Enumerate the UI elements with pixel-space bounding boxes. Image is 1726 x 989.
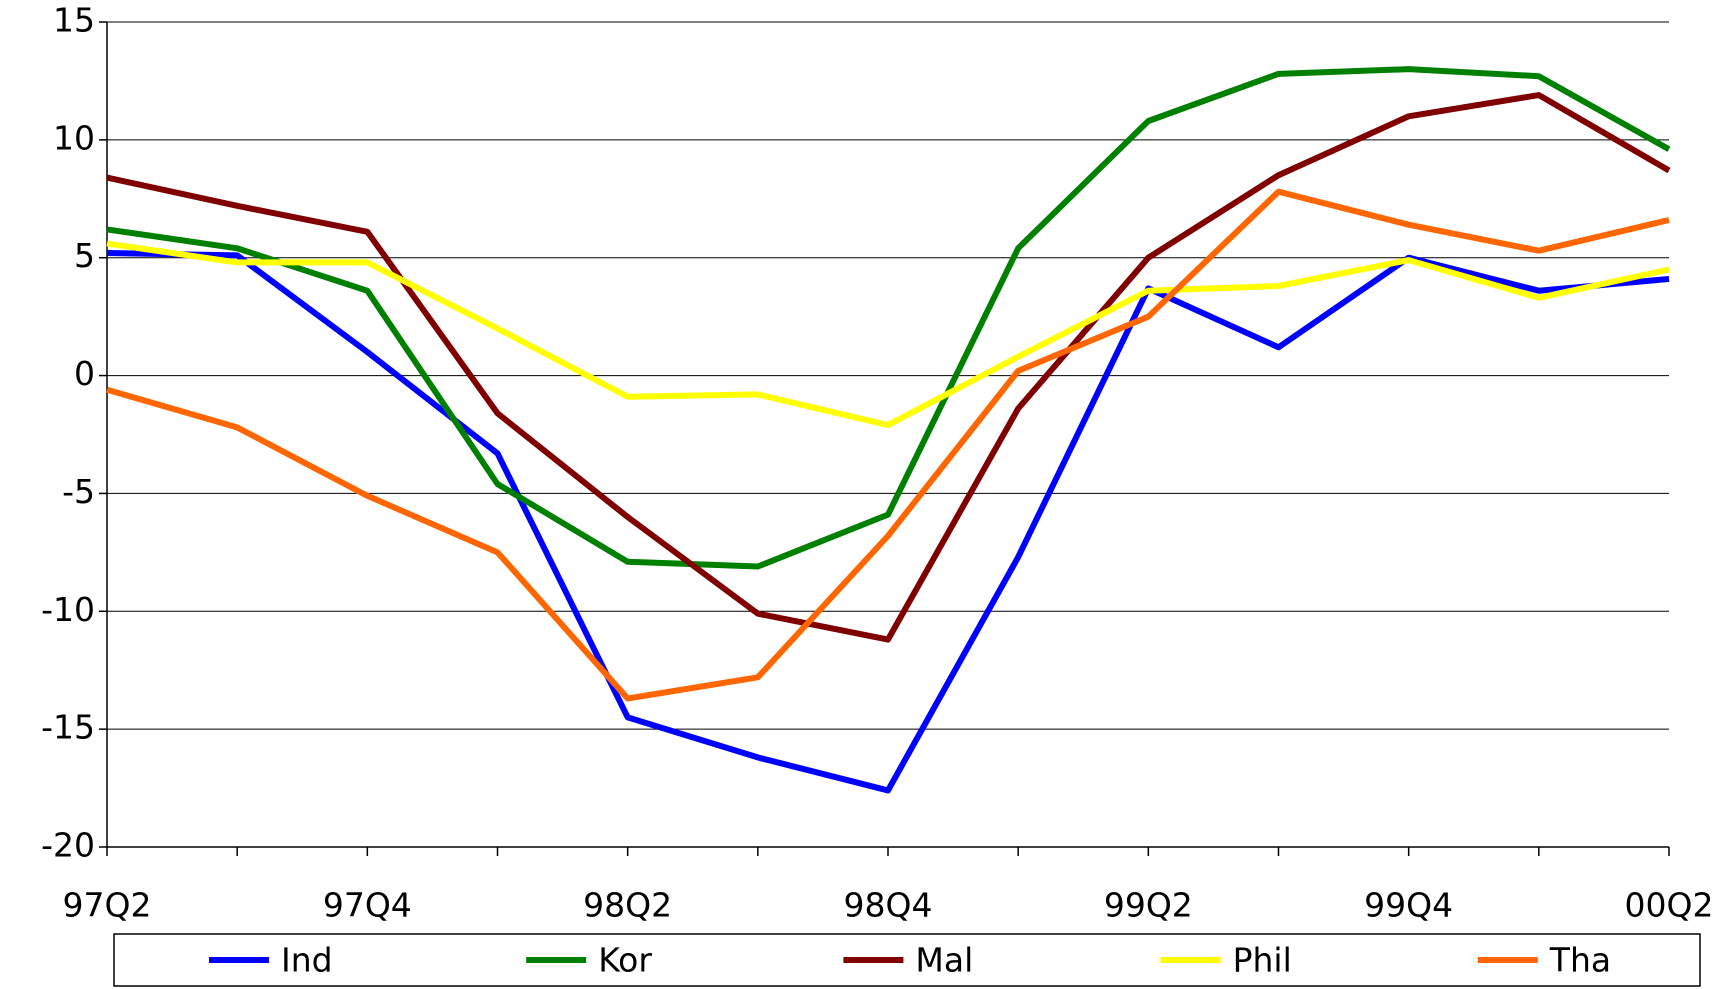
legend-box: [113, 933, 1701, 987]
x-tick-label: 98Q4: [844, 886, 933, 925]
series-line: [106, 250, 1670, 794]
y-tick-label: -5: [62, 472, 95, 511]
y-tick-label: -10: [41, 590, 95, 629]
series-line: [106, 188, 1670, 702]
y-tick-label: 10: [53, 118, 95, 157]
x-tick-label: 99Q4: [1364, 886, 1453, 925]
series-line: [106, 66, 1671, 570]
legend-label: Tha: [1549, 941, 1611, 980]
legend-label: Ind: [281, 941, 333, 980]
x-tick-label: 99Q2: [1104, 886, 1193, 925]
x-tick-label: 97Q2: [63, 886, 152, 925]
y-tick-label: 15: [53, 1, 95, 40]
x-tick-label: 98Q2: [583, 886, 672, 925]
series-line: [106, 240, 1670, 429]
x-tick-label: 97Q4: [323, 886, 412, 925]
y-tick-label: -15: [41, 708, 95, 747]
y-tick-label: -20: [41, 826, 95, 865]
x-tick-label: 00Q2: [1625, 886, 1714, 925]
legend-label: Kor: [598, 941, 652, 980]
legend-label: Mal: [915, 941, 973, 980]
legend-label: Phil: [1233, 941, 1292, 980]
y-tick-label: 0: [74, 354, 95, 393]
y-tick-label: 5: [74, 236, 95, 275]
series-line: [106, 92, 1671, 643]
